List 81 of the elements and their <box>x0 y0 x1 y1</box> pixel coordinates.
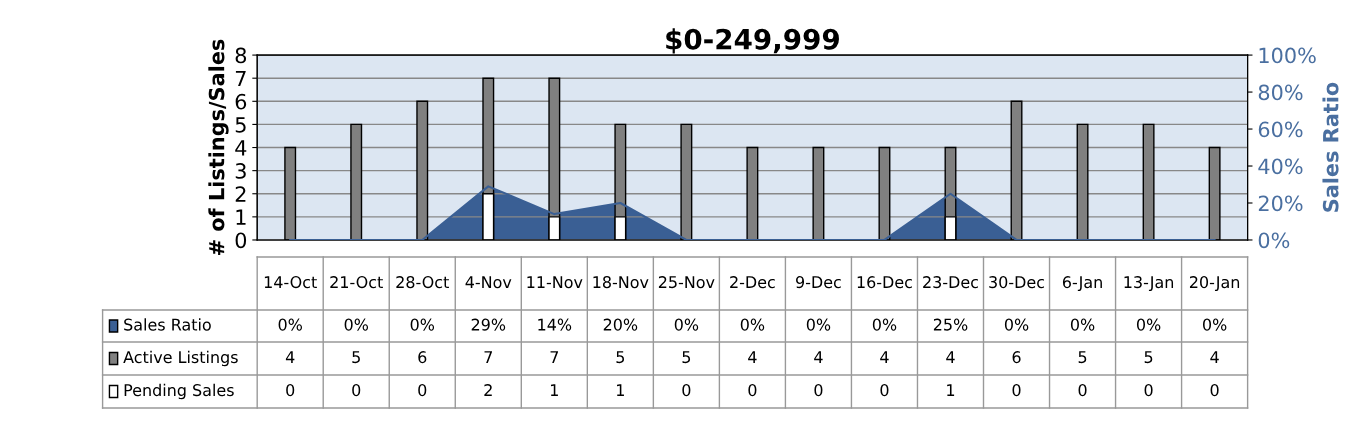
x-tick-label: 2-Dec <box>730 276 775 289</box>
x-tick-label: 14-Oct <box>264 276 317 289</box>
x-tick-label: 20-Jan <box>1189 276 1240 292</box>
data-label: 0% <box>1004 318 1029 331</box>
data-label: 0% <box>674 318 699 331</box>
data-label: 0 <box>682 384 691 397</box>
data-label: 0 <box>1012 384 1021 397</box>
data-label: 0% <box>806 318 831 331</box>
x-tick-label: 28-Oct <box>396 276 449 289</box>
y2-tick-label: 100% <box>1259 47 1316 64</box>
x-tick-label: 11-Nov <box>527 276 583 289</box>
data-label: 0 <box>748 384 757 397</box>
data-label: 0 <box>1144 384 1153 397</box>
data-label: 0 <box>286 384 295 397</box>
data-label: 0% <box>1202 318 1227 331</box>
y-tick-label: 4 <box>235 140 247 156</box>
data-label: 1 <box>947 384 955 396</box>
data-label: 0% <box>740 318 765 331</box>
data-label: 0 <box>1210 384 1219 397</box>
y2-tick-label: 60% <box>1258 121 1303 138</box>
data-label: 4 <box>946 351 955 363</box>
data-label: 0 <box>880 384 889 397</box>
data-label: 0% <box>410 318 435 331</box>
y-tick-label: 5 <box>235 117 246 133</box>
data-label: 14% <box>538 318 572 331</box>
y2-axis-title: Sales Ratio <box>1322 82 1339 212</box>
y2-tick-label: 40% <box>1258 158 1303 175</box>
data-label: 20% <box>603 318 638 331</box>
x-tick-label: 16-Dec <box>857 276 912 289</box>
data-label: 4 <box>1210 351 1219 363</box>
data-label: 4 <box>748 351 757 363</box>
data-label: 2 <box>484 384 492 396</box>
data-label: 5 <box>1144 351 1153 364</box>
y-tick-label: 8 <box>235 47 247 64</box>
legend-label: Sales Ratio <box>124 318 211 331</box>
y-axis-title: # of Listings/Sales <box>208 39 229 255</box>
data-label: 0% <box>872 318 897 331</box>
data-label: 4 <box>880 351 889 363</box>
data-label: 0% <box>278 318 302 331</box>
data-label: 5 <box>616 351 625 364</box>
y-tick-label: 0 <box>235 232 247 249</box>
y2-tick-label: 80% <box>1258 84 1303 101</box>
data-label: 5 <box>352 351 360 364</box>
x-tick-label: 6-Jan <box>1062 276 1102 292</box>
data-label: 0% <box>344 318 369 331</box>
y-tick-label: 3 <box>235 163 246 179</box>
data-label: 0 <box>352 384 361 397</box>
y-tick-label: 1 <box>236 209 246 225</box>
data-label: 25% <box>933 318 968 331</box>
x-tick-label: 21-Oct <box>330 276 383 289</box>
data-label: 7 <box>484 351 492 363</box>
x-tick-label: 23-Dec <box>923 276 978 289</box>
y-tick-label: 2 <box>235 186 246 202</box>
y-tick-label: 7 <box>235 70 246 87</box>
data-label: 5 <box>682 351 691 364</box>
x-tick-label: 9-Dec <box>796 276 841 289</box>
legend-label: Pending Sales <box>124 383 234 400</box>
data-label: 4 <box>814 351 823 363</box>
data-label: 0% <box>1136 318 1161 331</box>
x-tick-label: 4-Nov <box>465 276 512 289</box>
legend-label: Active Listings <box>123 350 238 367</box>
data-label: 5 <box>1078 351 1087 364</box>
x-tick-label: 13-Jan <box>1124 276 1174 292</box>
y-tick-label: 6 <box>235 93 247 110</box>
data-label: 0 <box>1078 384 1087 397</box>
y2-tick-label: 0% <box>1258 232 1290 249</box>
data-label: 7 <box>550 351 559 363</box>
data-label: 4 <box>285 351 295 363</box>
data-label: 6 <box>1012 351 1021 364</box>
x-tick-label: 30-Dec <box>989 276 1045 289</box>
data-label: 0% <box>1070 318 1095 331</box>
y2-tick-label: 20% <box>1258 195 1303 212</box>
data-label: 29% <box>471 318 506 331</box>
data-label: 0 <box>814 384 823 397</box>
data-label: 6 <box>418 351 427 364</box>
chart-title: $0-249,999 <box>666 28 839 54</box>
data-label: 1 <box>617 384 624 396</box>
data-label: 1 <box>550 384 558 396</box>
x-tick-label: 18-Nov <box>593 276 649 289</box>
x-tick-label: 25-Nov <box>658 276 715 289</box>
data-label: 0 <box>418 384 427 397</box>
